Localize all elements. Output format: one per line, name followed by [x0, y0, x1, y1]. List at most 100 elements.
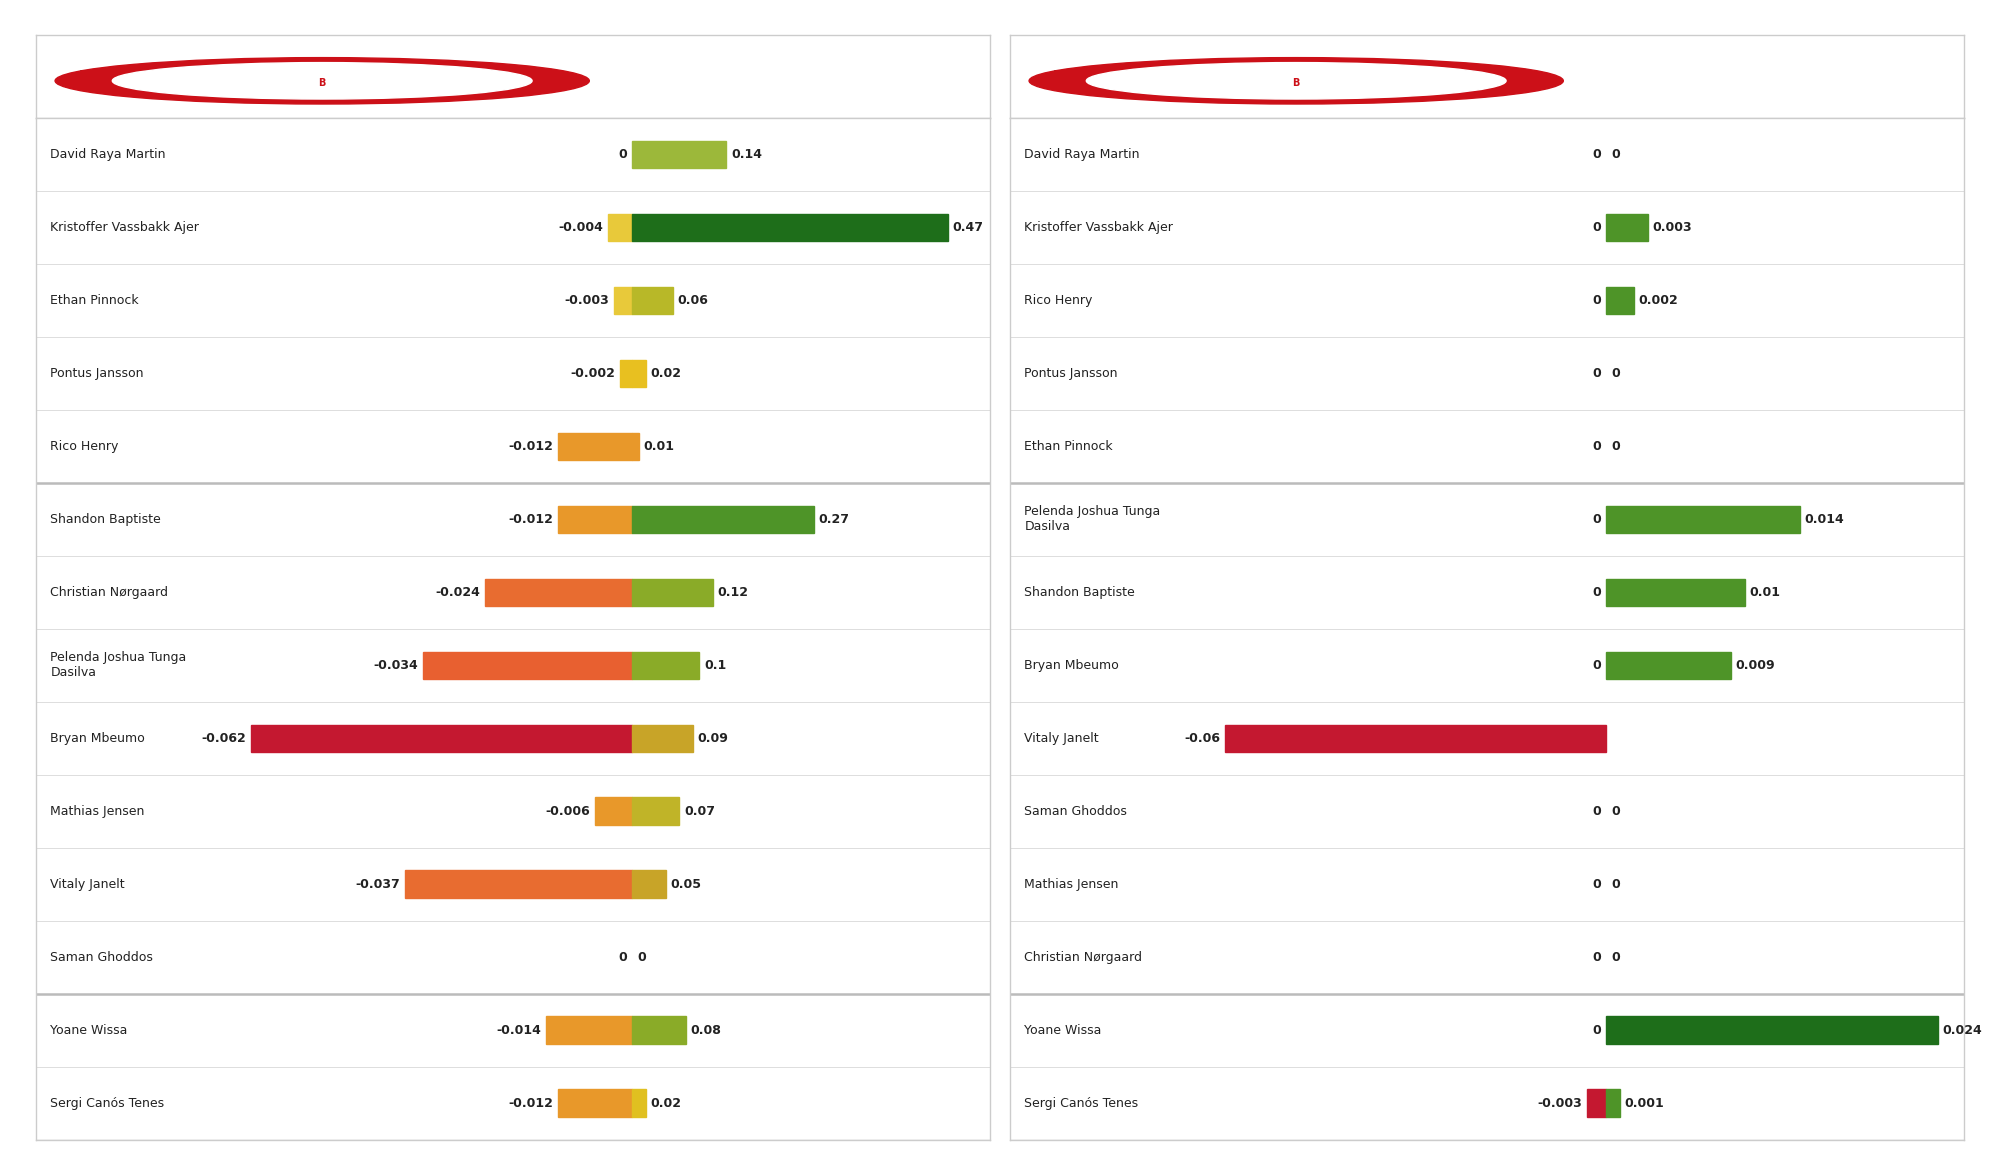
- Bar: [558, 1089, 632, 1117]
- Bar: [632, 360, 646, 388]
- Bar: [632, 1016, 686, 1045]
- Text: Yoane Wissa: Yoane Wissa: [50, 1023, 128, 1036]
- Text: 0: 0: [1592, 367, 1602, 380]
- Text: 0.009: 0.009: [1736, 659, 1776, 672]
- Text: Mathias Jensen: Mathias Jensen: [50, 805, 144, 818]
- Bar: [614, 287, 632, 315]
- Text: 0: 0: [1592, 221, 1602, 234]
- Text: Bryan Mbeumo: Bryan Mbeumo: [1024, 659, 1120, 672]
- Text: 0.07: 0.07: [684, 805, 716, 818]
- Bar: [1606, 578, 1744, 606]
- Text: Kristoffer Vassbakk Ajer: Kristoffer Vassbakk Ajer: [50, 221, 200, 234]
- Text: 0: 0: [618, 951, 628, 963]
- Bar: [422, 652, 632, 679]
- Bar: [596, 798, 632, 825]
- Text: 0: 0: [1592, 586, 1602, 599]
- Bar: [632, 798, 680, 825]
- Text: Vitaly Janelt: Vitaly Janelt: [1024, 732, 1098, 745]
- Text: Shandon Baptiste: Shandon Baptiste: [50, 513, 162, 526]
- Bar: [558, 432, 632, 461]
- Text: 0.01: 0.01: [644, 439, 674, 454]
- Text: David Raya Martin: David Raya Martin: [1024, 148, 1140, 161]
- Text: Pelenda Joshua Tunga
Dasilva: Pelenda Joshua Tunga Dasilva: [50, 651, 186, 679]
- Text: -0.014: -0.014: [496, 1023, 542, 1036]
- Text: B: B: [318, 79, 326, 88]
- Text: 0.06: 0.06: [678, 294, 708, 307]
- Text: 0.024: 0.024: [1942, 1023, 1982, 1036]
- Bar: [632, 141, 726, 168]
- Text: -0.024: -0.024: [434, 586, 480, 599]
- Text: -0.003: -0.003: [564, 294, 610, 307]
- Text: 0.02: 0.02: [650, 367, 682, 380]
- Circle shape: [112, 62, 532, 99]
- Bar: [632, 578, 712, 606]
- Bar: [632, 652, 700, 679]
- Text: Saman Ghoddos: Saman Ghoddos: [1024, 805, 1128, 818]
- Bar: [1606, 1089, 1620, 1117]
- Text: David Raya Martin: David Raya Martin: [50, 148, 166, 161]
- Text: Pontus Jansson: Pontus Jansson: [50, 367, 144, 380]
- Bar: [1606, 287, 1634, 315]
- Text: Christian Nørgaard: Christian Nørgaard: [50, 586, 168, 599]
- Text: 0.01: 0.01: [1750, 586, 1780, 599]
- Text: 0.05: 0.05: [670, 878, 702, 891]
- Text: 0: 0: [1592, 513, 1602, 526]
- Text: 0: 0: [1592, 148, 1602, 161]
- Bar: [1224, 725, 1606, 752]
- Text: -0.002: -0.002: [570, 367, 616, 380]
- Bar: [632, 214, 948, 241]
- Text: Pelenda Joshua Tunga
Dasilva: Pelenda Joshua Tunga Dasilva: [1024, 505, 1160, 533]
- Circle shape: [1086, 62, 1506, 99]
- Text: Christian Nørgaard: Christian Nørgaard: [1024, 951, 1142, 963]
- Text: -0.006: -0.006: [546, 805, 590, 818]
- Text: Rico Henry: Rico Henry: [1024, 294, 1092, 307]
- Text: -0.012: -0.012: [508, 513, 554, 526]
- Text: 0.09: 0.09: [698, 732, 728, 745]
- Text: -0.004: -0.004: [558, 221, 602, 234]
- Circle shape: [56, 58, 590, 105]
- Text: 0: 0: [1592, 805, 1602, 818]
- Text: 0: 0: [1612, 805, 1620, 818]
- Text: 0.12: 0.12: [718, 586, 748, 599]
- Text: 0: 0: [1612, 878, 1620, 891]
- Text: Ethan Pinnock: Ethan Pinnock: [1024, 439, 1112, 454]
- Text: 0: 0: [1612, 367, 1620, 380]
- Text: Sergi Canós Tenes: Sergi Canós Tenes: [1024, 1096, 1138, 1109]
- Text: 0.1: 0.1: [704, 659, 726, 672]
- Bar: [632, 1089, 646, 1117]
- Text: -0.06: -0.06: [1184, 732, 1220, 745]
- Text: Shandon Baptiste: Shandon Baptiste: [1024, 586, 1136, 599]
- Circle shape: [1030, 58, 1564, 105]
- Text: 0.001: 0.001: [1624, 1096, 1664, 1109]
- Text: 0: 0: [1592, 659, 1602, 672]
- Bar: [1606, 214, 1648, 241]
- Bar: [632, 505, 814, 533]
- Text: 0.27: 0.27: [818, 513, 850, 526]
- Bar: [250, 725, 632, 752]
- Text: B: B: [1292, 79, 1300, 88]
- Text: Ethan Pinnock: Ethan Pinnock: [50, 294, 138, 307]
- Text: Yoane Wissa: Yoane Wissa: [1024, 1023, 1102, 1036]
- Bar: [484, 578, 632, 606]
- Bar: [620, 360, 632, 388]
- Text: xT from Dribbles: xT from Dribbles: [1038, 69, 1262, 93]
- Text: 0.14: 0.14: [732, 148, 762, 161]
- Text: 0: 0: [1592, 294, 1602, 307]
- Text: Rico Henry: Rico Henry: [50, 439, 118, 454]
- Text: 0: 0: [1612, 439, 1620, 454]
- Text: 0: 0: [618, 148, 628, 161]
- Text: 0.002: 0.002: [1638, 294, 1678, 307]
- Bar: [546, 1016, 632, 1045]
- Text: 0.08: 0.08: [690, 1023, 722, 1036]
- Bar: [632, 287, 672, 315]
- Text: 0: 0: [1592, 951, 1602, 963]
- Text: -0.003: -0.003: [1538, 1096, 1582, 1109]
- Text: 0: 0: [1612, 951, 1620, 963]
- Text: xT from Passes: xT from Passes: [64, 69, 266, 93]
- Text: Sergi Canós Tenes: Sergi Canós Tenes: [50, 1096, 164, 1109]
- Text: 0: 0: [1592, 1023, 1602, 1036]
- Text: 0.02: 0.02: [650, 1096, 682, 1109]
- Text: 0: 0: [1592, 878, 1602, 891]
- Bar: [608, 214, 632, 241]
- Text: Mathias Jensen: Mathias Jensen: [1024, 878, 1118, 891]
